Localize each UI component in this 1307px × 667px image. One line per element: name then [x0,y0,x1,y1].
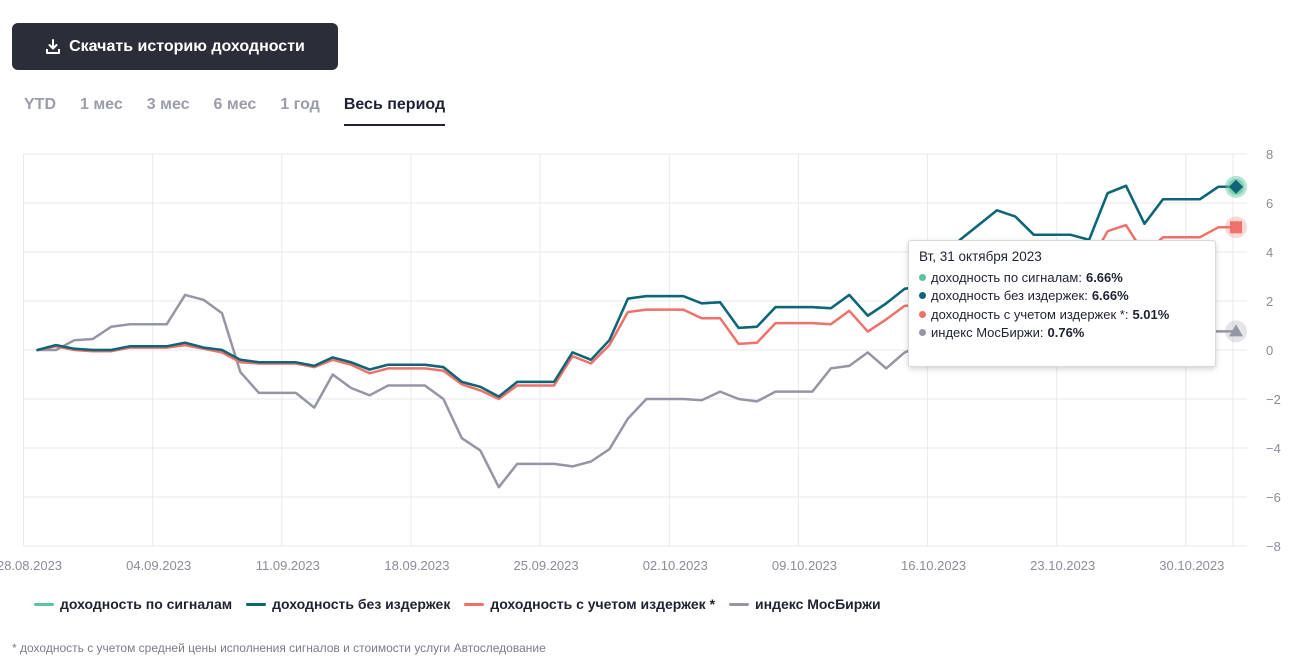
y-tick-label: 0 [1266,343,1273,358]
tooltip-value-no-costs: 6.66% [1091,288,1129,304]
legend-item-no-costs[interactable]: доходность без издержек [246,596,450,612]
tooltip-dot-signals [919,273,926,281]
tooltip-dot-no-costs [919,292,926,300]
x-axis: 28.08.2023 04.09.2023 11.09.2023 18.09.2023… [0,558,1224,573]
tooltip-value-moex: 0.76% [1047,325,1085,341]
tab-3-months[interactable]: 3 мес [146,96,190,113]
tooltip-dot-with-costs [919,310,926,318]
tooltip-row-with-costs: доходность с учетом издержек *: 5.01% [919,305,1205,324]
tooltip-value-with-costs: 5.01% [1132,306,1170,322]
tooltip-label-no-costs: доходность без издержек: [931,288,1088,304]
x-tick-label: 09.10.2023 [772,558,837,573]
tab-1-month[interactable]: 1 мес [80,96,123,113]
tooltip-label-with-costs: доходность с учетом издержек *: [931,306,1129,322]
download-icon [45,38,61,55]
legend-swatch-no-costs [246,602,267,606]
end-marker-no-costs [1228,179,1244,194]
tooltip-value-signals: 6.66% [1085,269,1123,285]
end-marker-with-costs [1230,221,1243,234]
chart-legend: доходность по сигналам доходность без из… [34,596,895,612]
y-tick-label: −8 [1266,539,1281,554]
x-tick-label: 02.10.2023 [643,558,708,573]
y-tick-label: −6 [1266,490,1281,505]
footnote: * доходность с учетом средней цены испол… [12,641,546,655]
tooltip-row-moex: индекс МосБиржи: 0.76% [919,324,1205,343]
period-tabs: YTD 1 мес 3 мес 6 мес 1 год Весь период [24,96,469,126]
legend-item-moex[interactable]: индекс МосБиржи [729,596,881,612]
chart-end-markers [1225,175,1248,343]
tooltip-row-signals: доходность по сигналам: 6.66% [919,268,1205,287]
tab-ytd[interactable]: YTD [24,96,56,113]
tab-6-months[interactable]: 6 мес [213,96,257,113]
y-tick-label: 8 [1266,147,1273,162]
x-tick-label: 18.09.2023 [384,558,449,573]
legend-swatch-moex [729,602,750,606]
tooltip-date: Вт, 31 октября 2023 [919,249,1042,264]
legend-label-no-costs: доходность без издержек [272,596,451,612]
y-tick-label: −4 [1266,441,1281,456]
y-tick-label: 6 [1266,196,1273,211]
y-tick-label: 2 [1266,294,1273,309]
x-tick-label: 16.10.2023 [901,558,966,573]
x-tick-label: 11.09.2023 [256,558,320,573]
legend-label-moex: индекс МосБиржи [755,596,881,612]
end-marker-moex [1229,324,1244,337]
tooltip-row-no-costs: доходность без издержек: 6.66% [919,287,1205,306]
y-tick-label: 4 [1266,245,1273,260]
download-history-button[interactable]: Скачать историю доходности [12,23,338,70]
x-tick-label: 28.08.2023 [0,558,62,573]
tooltip-label-moex: индекс МосБиржи: [931,325,1044,341]
tab-all-period[interactable]: Весь период [343,96,446,126]
x-tick-label: 30.10.2023 [1159,558,1224,573]
series-line-no-costs [36,184,1238,398]
x-tick-label: 23.10.2023 [1030,558,1095,573]
y-tick-label: −2 [1266,392,1281,407]
chart-tooltip: Вт, 31 октября 2023 доходность по сигнал… [908,240,1216,367]
y-axis: 8 6 4 2 0 −2 −4 −6 −8 [1266,147,1281,554]
legend-item-signals[interactable]: доходность по сигналам [34,596,232,612]
tooltip-dot-moex [919,329,926,337]
legend-swatch-signals [34,602,54,606]
legend-label-signals: доходность по сигналам [60,596,233,612]
x-tick-label: 04.09.2023 [126,558,191,573]
download-history-label: Скачать историю доходности [69,37,305,55]
legend-item-with-costs[interactable]: доходность с учетом издержек * [464,596,715,612]
legend-label-with-costs: доходность с учетом издержек * [490,596,716,612]
tab-1-year[interactable]: 1 год [280,96,320,113]
legend-swatch-with-costs [464,602,485,606]
x-tick-label: 25.09.2023 [514,558,579,573]
tooltip-label-signals: доходность по сигналам: [931,269,1082,285]
